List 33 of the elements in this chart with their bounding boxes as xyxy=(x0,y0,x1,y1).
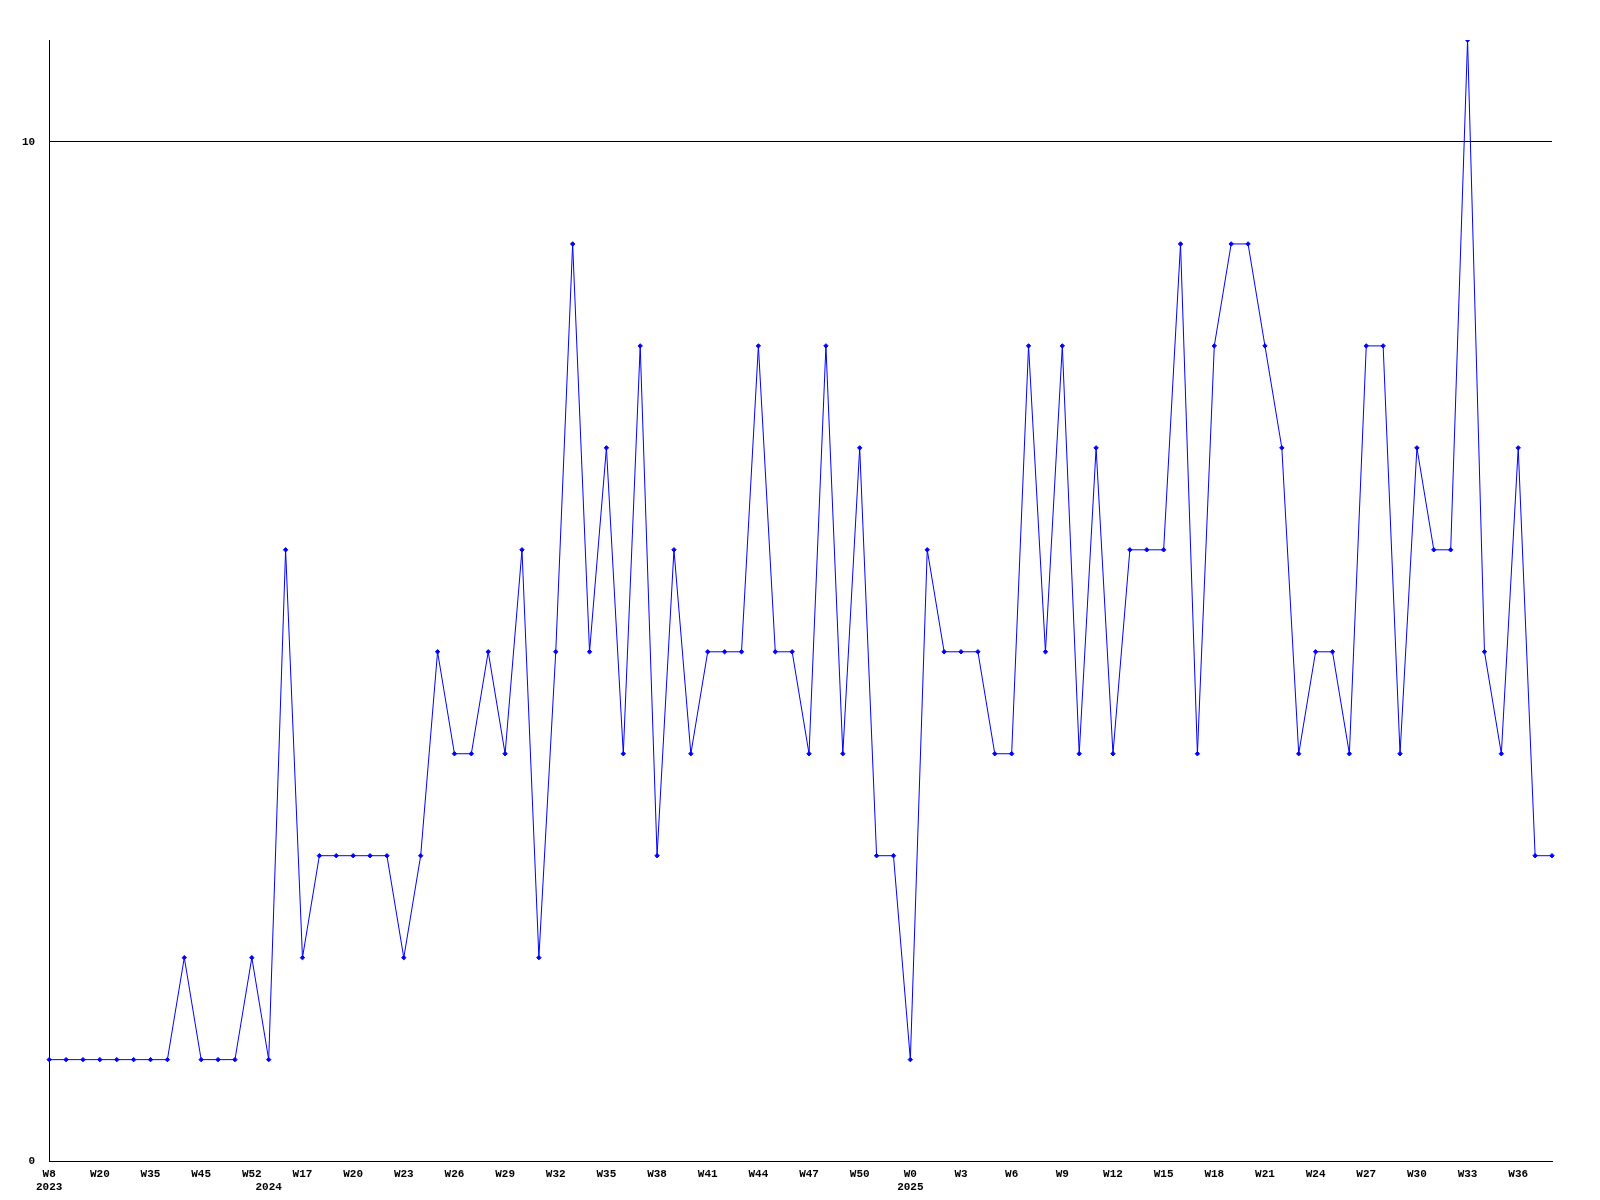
x-tick-label: W29 xyxy=(495,1167,516,1180)
x-tick-label: W26 xyxy=(444,1167,465,1180)
x-tick-label: W23 xyxy=(393,1167,415,1180)
x-tick-label: W18 xyxy=(1204,1167,1225,1180)
x-tick-label: W47 xyxy=(799,1167,819,1180)
x-tick-label: W20 xyxy=(343,1167,364,1180)
x-tick-label: W33 xyxy=(1457,1167,1478,1180)
x-tick-label: W38 xyxy=(647,1167,668,1180)
x-tick-label: W17 xyxy=(292,1167,313,1180)
x-tick-label: W9 xyxy=(1055,1167,1069,1180)
x-tick-label: W30 xyxy=(1407,1167,1427,1180)
x-tick-label: W36 xyxy=(1508,1167,1529,1180)
y-tick-label: 0 xyxy=(28,1155,36,1168)
x-tick-label: W35 xyxy=(140,1167,161,1180)
x-tick-label: W15 xyxy=(1153,1167,1174,1180)
x-tick-label: W35 xyxy=(596,1167,617,1180)
x-tick-label: W50 xyxy=(849,1167,870,1180)
x-tick-label: W32 xyxy=(545,1167,566,1180)
x-tick-label: W12 xyxy=(1103,1167,1123,1180)
x-tick-label: W6 xyxy=(1005,1167,1019,1180)
x-tick-label: W27 xyxy=(1356,1167,1377,1180)
x-tick-label: W24 xyxy=(1305,1167,1326,1180)
x-tick-label: W0 2025 xyxy=(897,1167,924,1194)
x-tick-label: W45 xyxy=(191,1167,212,1180)
x-tick-label: 2024 xyxy=(255,1181,283,1194)
x-tick-label: W41 xyxy=(697,1167,719,1180)
x-tick-label: W20 xyxy=(89,1167,110,1180)
x-tick-label: W3 xyxy=(954,1167,969,1180)
x-tick-label: W21 xyxy=(1255,1167,1276,1180)
y-tick-label: 10 xyxy=(22,135,36,148)
x-tick-label: W8 2023 xyxy=(36,1167,63,1194)
x-tick-label: W44 xyxy=(748,1167,769,1180)
x-tick-label: W52 xyxy=(241,1167,262,1180)
